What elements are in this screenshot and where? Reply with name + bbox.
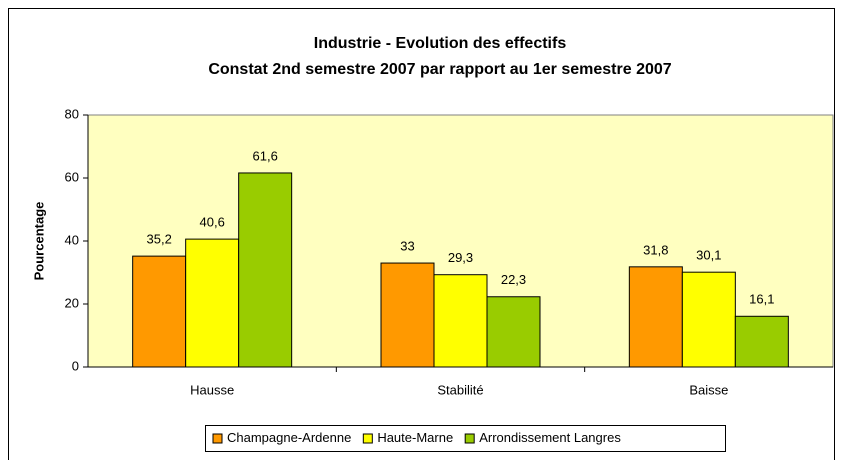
- y-axis-label: Pourcentage: [31, 202, 46, 281]
- bar: [628, 266, 683, 368]
- bar: [132, 255, 187, 368]
- x-tick-label: Stabilité: [437, 382, 483, 397]
- bar: [238, 172, 293, 368]
- legend-swatch: [212, 433, 223, 444]
- value-label: 30,1: [696, 248, 721, 263]
- value-label: 29,3: [448, 250, 473, 265]
- value-label: 33: [400, 238, 414, 253]
- chart-title: Industrie - Evolution des effectifs: [314, 35, 567, 52]
- y-tick-label: 0: [72, 358, 79, 373]
- legend-swatch: [464, 433, 475, 444]
- bar: [380, 262, 435, 368]
- value-label: 61,6: [253, 148, 278, 163]
- y-tick-label: 60: [65, 169, 79, 184]
- legend-label: Champagne-Ardenne: [227, 430, 351, 445]
- legend-label: Arrondissement Langres: [479, 430, 621, 445]
- value-label: 31,8: [643, 242, 668, 257]
- bar: [734, 315, 789, 368]
- x-tick-label: Hausse: [190, 382, 234, 397]
- x-tick-label: Baisse: [689, 382, 728, 397]
- bar: [681, 271, 736, 368]
- value-label: 22,3: [501, 272, 526, 287]
- y-tick-label: 80: [65, 106, 79, 121]
- legend-swatch: [362, 433, 373, 444]
- value-label: 35,2: [147, 232, 172, 247]
- y-tick-label: 20: [65, 295, 79, 310]
- legend-label: Haute-Marne: [377, 430, 453, 445]
- bar: [486, 296, 541, 368]
- bar: [185, 238, 240, 368]
- bar: [433, 274, 488, 368]
- value-label: 16,1: [749, 292, 774, 307]
- value-label: 40,6: [200, 215, 225, 230]
- y-tick-label: 40: [65, 232, 79, 247]
- chart-subtitle: Constat 2nd semestre 2007 par rapport au…: [208, 61, 671, 78]
